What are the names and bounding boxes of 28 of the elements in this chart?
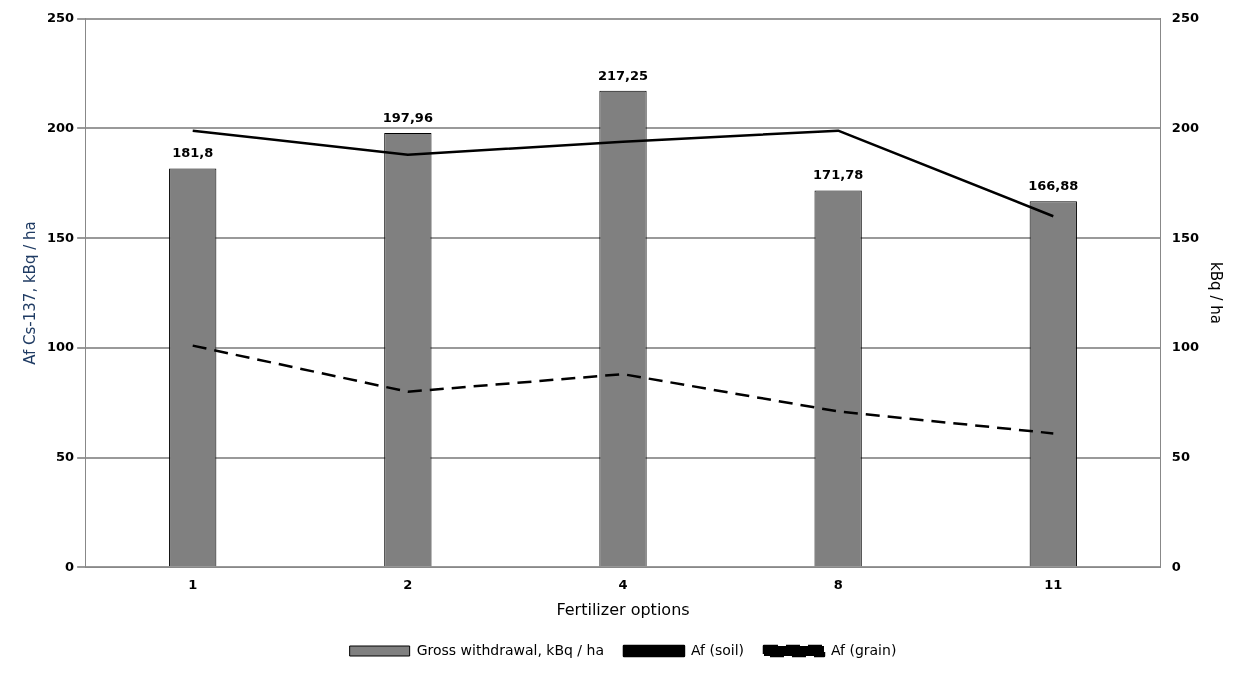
- y2-tick-label: 0: [1171, 558, 1181, 574]
- y-tick-label: 150: [47, 229, 75, 245]
- data-label: 217,25: [597, 67, 649, 83]
- y-axis-title: Af Cs-137, kBq / ha: [20, 221, 39, 365]
- data-label: 171,78: [813, 167, 864, 183]
- x-tick-label: 11: [1044, 577, 1063, 593]
- y-tick-label: 200: [47, 119, 75, 135]
- data-label: 181,8: [172, 145, 214, 161]
- x-tick-label: 8: [833, 577, 843, 593]
- y2-tick-label: 50: [1171, 448, 1190, 464]
- y2-tick-label: 100: [1171, 339, 1199, 355]
- y-tick-label: 250: [47, 10, 75, 26]
- x-tick-label: 1: [188, 577, 198, 593]
- legend-label: Gross withdrawal, kBq / ha: [416, 641, 604, 658]
- y2-tick-label: 150: [1171, 229, 1199, 245]
- x-tick-label: 4: [618, 577, 628, 593]
- y-tick-label: 100: [47, 339, 75, 355]
- y2-axis-title: kBq / ha: [1207, 262, 1226, 324]
- data-label: 166,88: [1028, 178, 1079, 194]
- y-tick-label: 0: [65, 558, 75, 574]
- legend-label: Af (grain): [830, 641, 897, 658]
- legend-label: Af (soil): [690, 641, 744, 658]
- y-tick-label: 50: [56, 448, 75, 464]
- y2-tick-label: 250: [1171, 10, 1199, 26]
- x-tick-label: 2: [403, 577, 413, 593]
- y2-tick-label: 200: [1171, 119, 1199, 135]
- x-axis-title: Fertilizer options: [556, 599, 690, 619]
- data-label: 197,96: [382, 109, 433, 125]
